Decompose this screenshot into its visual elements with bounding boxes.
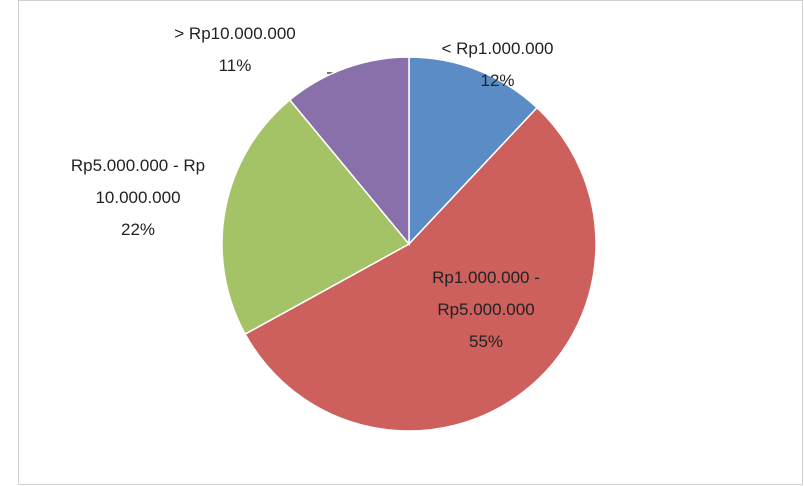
slice-label: > Rp10.000.000 11% xyxy=(165,18,305,82)
slice-label: Rp5.000.000 - Rp10.000.000 22% xyxy=(68,150,208,246)
category-label: > Rp10.000.000 xyxy=(174,24,296,43)
category-label: Rp1.000.000 - Rp5.000.000 xyxy=(432,268,540,319)
slice-label: < Rp1.000.000 12% xyxy=(420,33,575,97)
pie-slice xyxy=(408,56,539,246)
value-label: 11% xyxy=(218,56,252,75)
category-label: < Rp1.000.000 xyxy=(441,39,554,58)
value-label: 55% xyxy=(468,332,504,351)
pie-slice xyxy=(244,106,597,432)
slice-label: Rp1.000.000 - Rp5.000.000 55% xyxy=(410,262,562,358)
category-label: Rp5.000.000 - Rp10.000.000 xyxy=(70,156,206,207)
chart-frame xyxy=(18,0,803,485)
pie-slice xyxy=(221,98,411,336)
value-label: 22% xyxy=(120,220,156,239)
pie-slice xyxy=(288,56,410,247)
value-label: 12% xyxy=(480,71,515,90)
